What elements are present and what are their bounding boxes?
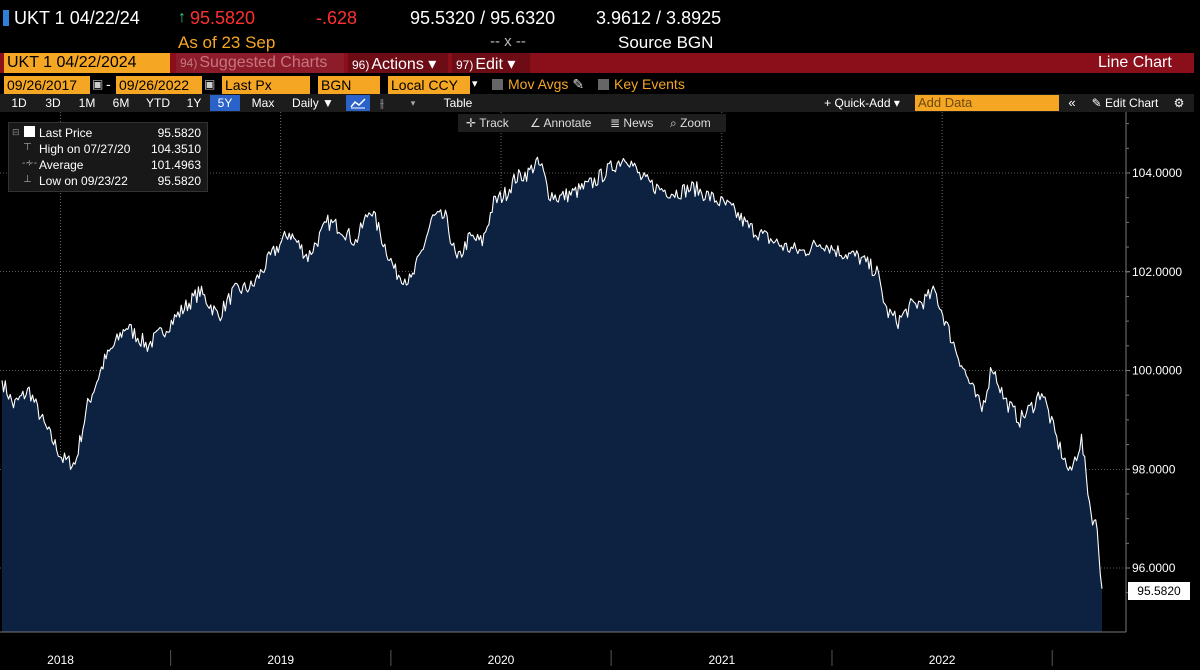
source-selector[interactable]: BGN (318, 76, 380, 94)
x-tick-label: 2020 (488, 653, 515, 667)
up-arrow-icon: ↑ (178, 9, 186, 26)
checkbox-icon (598, 79, 609, 90)
chart-tools-bar (458, 114, 726, 132)
annotate-button[interactable]: ∠ Annotate (530, 116, 592, 130)
chart-type-label: Line Chart (1098, 54, 1172, 71)
x-tick-label: 2019 (267, 653, 294, 667)
period-3d[interactable]: 3D (45, 96, 61, 110)
high-marker-icon: ⊤ (23, 142, 32, 153)
y-tick-label: 98.0000 (1132, 462, 1176, 476)
news-button[interactable]: ≣ News (610, 116, 654, 130)
as-of-date: As of 23 Sep (178, 33, 276, 52)
crosshair-icon: ✛ (466, 116, 477, 130)
legend-last-value: 95.5820 (157, 126, 201, 140)
collapse-icon[interactable]: « (1068, 95, 1076, 110)
track-button[interactable]: ✛ Track (466, 116, 509, 130)
currency-selector[interactable]: Local CCY (388, 76, 470, 94)
x-axis: 2018 2019 2020 2021 2022 (47, 650, 1053, 667)
add-data-input[interactable]: Add Data (915, 95, 1059, 111)
quick-add-button[interactable]: + Quick-Add ▾ (824, 96, 900, 110)
source-label: Source BGN (618, 33, 714, 52)
legend[interactable]: ⊟ Last Price 95.5820 ⊤ High on 07/27/20 … (8, 122, 208, 192)
legend-low-value: 95.5820 (157, 174, 201, 188)
price-chart[interactable]: 96.0000 98.0000 100.0000 102.0000 104.0000 2… (0, 112, 1200, 670)
period-1d[interactable]: 1D (11, 96, 27, 110)
collapse-legend-icon[interactable]: ⊟ (12, 127, 20, 137)
key-events-toggle[interactable]: Key Events (598, 76, 685, 94)
legend-high-label: High on 07/27/20 (39, 142, 131, 156)
ticker[interactable]: UKT 1 04/22/24 (14, 8, 140, 28)
date-separator: - (106, 76, 111, 92)
low-marker-icon: ⊥ (23, 174, 32, 185)
security-field[interactable]: UKT 1 04/22/2024 (4, 53, 170, 73)
legend-high-value: 104.3510 (150, 142, 201, 156)
edit-chart-button[interactable]: ✎ Edit Chart (1091, 96, 1159, 110)
y-tick-label: 100.0000 (1132, 364, 1182, 378)
y-tick-label: 96.0000 (1132, 561, 1176, 575)
zoom-button[interactable]: ⌕ Zoom (670, 116, 711, 130)
legend-last-label: Last Price (39, 126, 93, 140)
period-6m[interactable]: 6M (112, 96, 130, 110)
quote-header: UKT 1 04/22/24 ↑ 95.5820 -.628 95.5320 /… (0, 0, 1200, 52)
chevron-down-icon[interactable]: ▾ (410, 98, 416, 108)
period-1y[interactable]: 1Y (186, 96, 202, 110)
y-axis: 96.0000 98.0000 100.0000 102.0000 104.0000 (0, 112, 1182, 633)
gear-icon[interactable]: ⚙ (1173, 96, 1185, 110)
period-toolbar (0, 94, 1194, 112)
period-ytd[interactable]: YTD (146, 96, 170, 110)
news-icon: ≣ (610, 116, 621, 130)
actions-button[interactable]: 96) Actions ▾ (348, 53, 448, 73)
mov-avgs-toggle[interactable]: Mov Avgs ✎ (492, 76, 584, 94)
chevron-down-icon[interactable]: ▾ (472, 78, 478, 90)
period-5y[interactable]: 5Y (210, 95, 240, 111)
frequency-selector[interactable]: Daily ▼ (292, 96, 334, 110)
suggested-charts-button[interactable]: 94) Suggested Charts (176, 53, 344, 73)
table-button[interactable]: Table (443, 96, 473, 110)
last-price: 95.5820 (190, 8, 256, 28)
price-change: -.628 (316, 8, 358, 28)
candle-chart-icon[interactable]: ⫲ (380, 96, 384, 110)
series-swatch (24, 126, 35, 137)
legend-avg-label: Average (39, 158, 84, 172)
average-marker-icon: -∻- (22, 158, 38, 169)
checkbox-icon (492, 79, 503, 90)
legend-low-label: Low on 09/23/22 (39, 174, 128, 188)
annotate-icon: ∠ (530, 116, 541, 130)
line-chart-icon[interactable] (346, 95, 370, 111)
y-tick-label: 104.0000 (1132, 166, 1182, 180)
end-date-field[interactable]: 09/26/2022 (116, 76, 202, 94)
period-max[interactable]: Max (251, 96, 275, 110)
last-price-badge: 95.5820 (1128, 582, 1190, 600)
magnifier-icon: ⌕ (670, 116, 677, 130)
calendar-icon[interactable]: ▣ (204, 77, 216, 91)
calendar-icon[interactable]: ▣ (92, 77, 104, 91)
price-line (1, 156, 1103, 589)
edit-button[interactable]: 97) Edit ▾ (452, 53, 530, 73)
period-1m[interactable]: 1M (78, 96, 96, 110)
legend-avg-value: 101.4963 (150, 158, 201, 172)
x-tick-label: 2021 (709, 653, 736, 667)
x-tick-label: 2018 (47, 653, 74, 667)
price-area (2, 157, 1102, 632)
size-spread: -- x -- (490, 33, 526, 50)
yields: 3.9612 / 3.8925 (596, 8, 722, 28)
x-tick-label: 2022 (929, 653, 956, 667)
start-date-field[interactable]: 09/26/2017 (4, 76, 90, 94)
pencil-icon: ✎ (572, 76, 585, 92)
ticker-marker (3, 10, 9, 26)
field-selector[interactable]: Last Px (222, 76, 310, 94)
bid-ask: 95.5320 / 95.6320 (410, 8, 556, 28)
y-tick-label: 102.0000 (1132, 265, 1182, 279)
